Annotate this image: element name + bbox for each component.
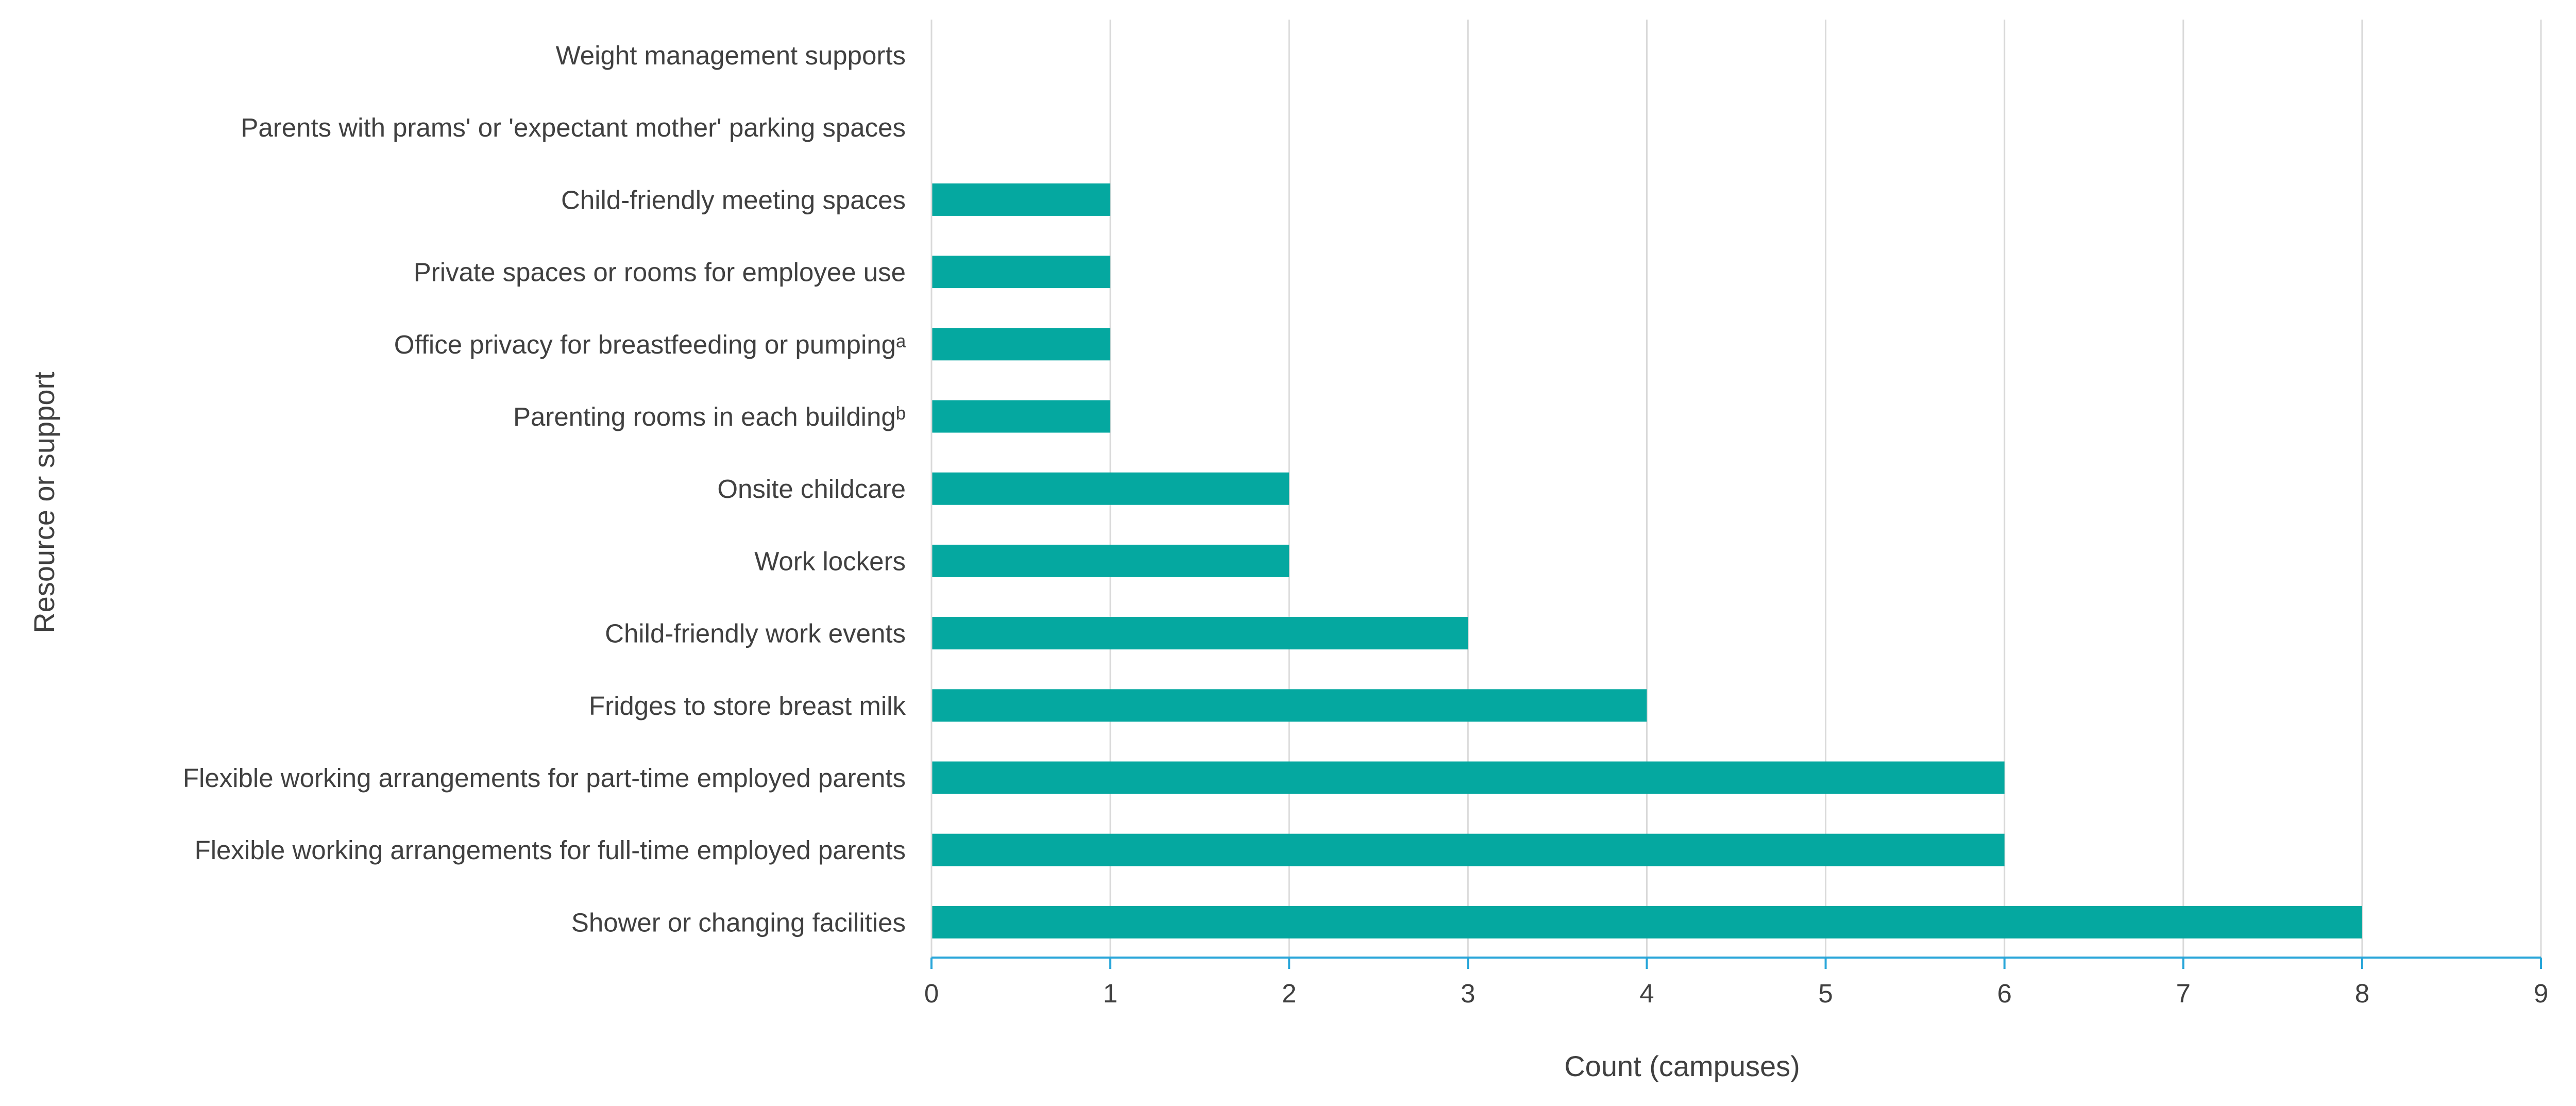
tick-labels: 0 1 2 3 4 5 6 7 8 9 xyxy=(924,979,2548,1008)
x-tick-label: 3 xyxy=(1461,979,1475,1008)
x-tick-label: 0 xyxy=(924,979,939,1008)
category-label: Parenting rooms in each buildingᵇ xyxy=(513,402,906,431)
bars xyxy=(931,183,2362,939)
gridlines xyxy=(1109,20,2542,958)
bar xyxy=(931,256,1111,289)
bar xyxy=(931,472,1290,505)
x-tick-label: 6 xyxy=(1997,979,2011,1008)
bar xyxy=(931,689,1647,722)
x-axis-title: Count (campuses) xyxy=(1564,1050,1800,1082)
x-tick-label: 9 xyxy=(2534,979,2548,1008)
bar xyxy=(931,328,1111,361)
category-label: Fridges to store breast milk xyxy=(589,691,906,720)
category-label: Child-friendly meeting spaces xyxy=(561,185,906,214)
category-label: Parents with prams' or 'expectant mother… xyxy=(241,113,906,142)
bar xyxy=(931,833,2005,866)
category-label: Shower or changing facilities xyxy=(571,908,906,937)
bar xyxy=(931,400,1111,433)
x-tick-label: 5 xyxy=(1818,979,1833,1008)
x-tick-label: 2 xyxy=(1282,979,1296,1008)
category-labels: Weight management supports Parents with p… xyxy=(183,41,906,937)
x-tick-label: 8 xyxy=(2355,979,2369,1008)
category-label: Flexible working arrangements for full-t… xyxy=(195,835,906,865)
bar xyxy=(931,761,2005,794)
category-label: Flexible working arrangements for part-t… xyxy=(183,763,906,793)
y-axis-title: Resource or support xyxy=(28,372,60,633)
category-label: Child-friendly work events xyxy=(605,619,906,648)
bar xyxy=(931,906,2362,939)
category-label: Office privacy for breastfeeding or pump… xyxy=(394,330,906,359)
x-tick-label: 4 xyxy=(1639,979,1654,1008)
category-label: Private spaces or rooms for employee use xyxy=(414,258,906,287)
category-label: Work lockers xyxy=(754,546,906,576)
x-tick-label: 7 xyxy=(2176,979,2191,1008)
bar xyxy=(931,617,1468,650)
bar xyxy=(931,183,1111,216)
category-label: Onsite childcare xyxy=(717,474,906,504)
bar xyxy=(931,544,1290,577)
x-axis xyxy=(930,20,2542,969)
category-label: Weight management supports xyxy=(556,41,906,70)
x-tick-label: 1 xyxy=(1103,979,1117,1008)
